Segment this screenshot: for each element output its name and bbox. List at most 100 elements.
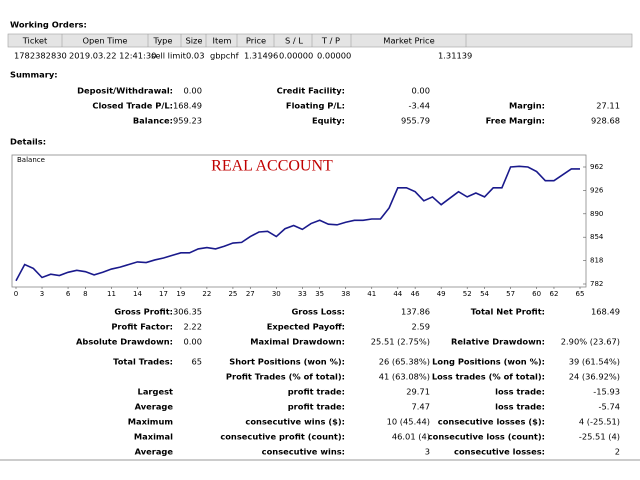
value: 2.59 — [412, 322, 430, 332]
cell: 1.31496 — [244, 51, 278, 61]
label: Deposit/Withdrawal: — [77, 86, 173, 96]
x-tick-label: 62 — [550, 290, 559, 298]
label: Short Positions (won %): — [229, 357, 345, 367]
column-header: Type — [152, 36, 172, 46]
cell: sell limit — [151, 51, 187, 61]
x-tick-label: 11 — [107, 290, 116, 298]
label: Maximum — [128, 417, 173, 427]
label: Relative Drawdown: — [451, 337, 545, 347]
x-tick-label: 6 — [66, 290, 71, 298]
x-tick-label: 17 — [159, 290, 168, 298]
label: Absolute Drawdown: — [76, 337, 173, 347]
x-tick-label: 0 — [14, 290, 18, 298]
value: 2.90% (23.67) — [561, 337, 620, 347]
label: Balance: — [133, 116, 173, 126]
chart-frame — [11, 154, 587, 288]
label: Gross Loss: — [291, 307, 345, 317]
value: 306.35 — [173, 307, 202, 317]
value: 168.49 — [591, 307, 620, 317]
value: 10 (45.44) — [387, 417, 430, 427]
cell: 1.31139 — [438, 51, 472, 61]
value: 27.11 — [596, 101, 620, 111]
label: profit trade: — [288, 387, 345, 397]
label: Closed Trade P/L: — [92, 101, 173, 111]
value: -25.51 (4) — [579, 432, 620, 442]
x-tick-label: 3 — [40, 290, 44, 298]
x-tick-label: 30 — [272, 290, 281, 298]
label: consecutive losses ($): — [438, 417, 545, 427]
x-tick-label: 46 — [411, 290, 420, 298]
y-tick-label: 818 — [590, 257, 603, 265]
section-title: Working Orders: — [10, 20, 87, 30]
label: loss trade: — [495, 387, 545, 397]
value: 39 (61.54%) — [569, 357, 620, 367]
label: profit trade: — [288, 402, 345, 412]
x-tick-label: 35 — [315, 290, 324, 298]
value: 0.00 — [184, 86, 202, 96]
cell: 2019.03.22 12:41:30 — [69, 51, 156, 61]
column-header: T / P — [321, 36, 340, 46]
section-title: Summary: — [10, 70, 58, 80]
x-tick-label: 38 — [341, 290, 350, 298]
chart-label: Balance — [17, 156, 45, 164]
x-tick-label: 41 — [367, 290, 376, 298]
x-tick-label: 65 — [576, 290, 585, 298]
value: 24 (36.92%) — [569, 372, 620, 382]
x-tick-label: 44 — [393, 290, 402, 298]
label: Profit Factor: — [111, 322, 173, 332]
cell: 0.00000 — [279, 51, 313, 61]
label: Maximal — [134, 432, 173, 442]
value: 137.86 — [401, 307, 430, 317]
x-tick-label: 57 — [506, 290, 515, 298]
label: Equity: — [312, 116, 345, 126]
x-tick-label: 19 — [176, 290, 185, 298]
column-header: Item — [213, 36, 232, 46]
label: Expected Payoff: — [267, 322, 345, 332]
column-header: Price — [246, 36, 266, 46]
section-title: Details: — [10, 137, 46, 147]
value: 65 — [191, 357, 202, 367]
x-tick-label: 25 — [228, 290, 237, 298]
value: 959.23 — [173, 116, 202, 126]
label: Average — [135, 402, 174, 412]
value: 955.79 — [401, 116, 430, 126]
y-tick-label: 962 — [590, 163, 603, 171]
y-tick-label: 782 — [590, 280, 603, 288]
column-header: Market Price — [383, 36, 434, 46]
column-header: Ticket — [22, 36, 48, 46]
value: -5.74 — [599, 402, 620, 412]
value: 29.71 — [406, 387, 430, 397]
x-tick-label: 54 — [480, 290, 489, 298]
label: Total Trades: — [113, 357, 173, 367]
label: Long Positions (won %): — [432, 357, 545, 367]
value: 2.22 — [184, 322, 202, 332]
label: consecutive wins: — [262, 447, 345, 457]
label: Total Net Profit: — [471, 307, 545, 317]
value: 4 (-25.51) — [579, 417, 620, 427]
column-header: S / L — [285, 36, 303, 46]
column-header: Open Time — [82, 36, 127, 46]
value: 0.00 — [184, 337, 202, 347]
x-tick-label: 22 — [202, 290, 211, 298]
table-header — [7, 33, 633, 48]
cell: 0.00000 — [317, 51, 351, 61]
value: 46.01 (4) — [392, 432, 430, 442]
value: 0.00 — [412, 86, 430, 96]
label: Largest — [138, 387, 173, 397]
y-tick-label: 890 — [590, 210, 603, 218]
value: -15.93 — [593, 387, 620, 397]
y-tick-label: 926 — [590, 186, 604, 194]
value: 25.51 (2.75%) — [371, 337, 430, 347]
label: consecutive losses: — [454, 447, 545, 457]
label: consecutive wins ($): — [245, 417, 345, 427]
x-tick-label: 49 — [437, 290, 446, 298]
value: 928.68 — [591, 116, 620, 126]
x-tick-label: 8 — [83, 290, 87, 298]
value: -3.44 — [409, 101, 430, 111]
y-tick-label: 854 — [590, 233, 604, 241]
value: 7.47 — [412, 402, 430, 412]
x-tick-label: 52 — [463, 290, 472, 298]
label: Margin: — [509, 101, 545, 111]
cell: 0.03 — [186, 51, 204, 61]
value: 168.49 — [173, 101, 202, 111]
